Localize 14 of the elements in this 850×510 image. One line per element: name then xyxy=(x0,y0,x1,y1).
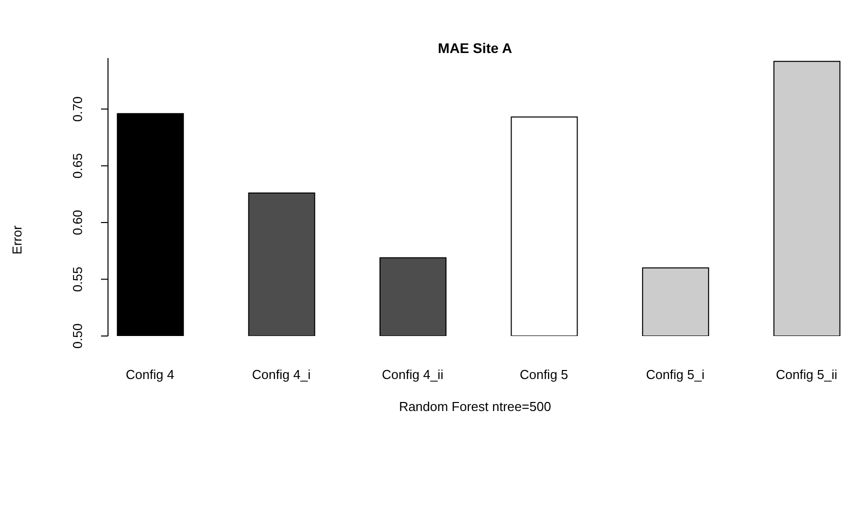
chart-title: MAE Site A xyxy=(436,40,514,56)
x-tick-label: Config 5_i xyxy=(646,367,705,382)
x-tick-label: Config 4_ii xyxy=(382,367,444,382)
x-tick-label: Config 5_ii xyxy=(776,367,838,382)
x-axis-title: Random Forest ntree=500 xyxy=(398,399,552,414)
y-tick-label: 0.50 xyxy=(70,323,84,349)
y-tick-label: 0.70 xyxy=(70,96,84,122)
y-axis-title: Error xyxy=(10,226,24,254)
y-tick-label: 0.60 xyxy=(70,210,84,236)
x-tick-label: Config 5 xyxy=(520,367,568,382)
x-tick-label: Config 4_i xyxy=(252,367,311,382)
y-tick-label: 0.55 xyxy=(70,266,84,292)
x-tick-label: Config 4 xyxy=(126,367,174,382)
y-tick-label: 0.65 xyxy=(70,153,84,178)
